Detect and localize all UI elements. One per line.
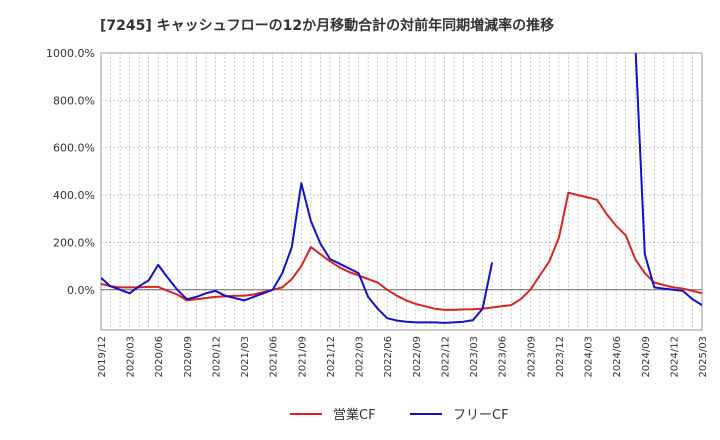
legend-label-free-cf: フリーCF — [453, 408, 509, 423]
plot-area: 0.0% 200.0% 400.0% 600.0% 800.0% 1000.0% 2019/… — [46, 47, 709, 378]
series-line-operating-cf — [101, 191, 702, 311]
x-tick-label: 2022/12 — [440, 336, 451, 378]
x-tick-label: 2024/12 — [669, 336, 680, 378]
y-tick-label: 600.0% — [53, 142, 95, 155]
y-tick-label: 800.0% — [53, 94, 95, 107]
x-tick-label: 2025/03 — [698, 336, 709, 378]
x-tick-label: 2021/06 — [269, 336, 280, 378]
chart-title: [7245] キャッシュフローの12か月移動合計の対前年同期増減率の推移 — [100, 17, 554, 34]
x-tick-label: 2024/06 — [612, 336, 623, 378]
x-tick-label: 2020/03 — [126, 336, 137, 378]
x-tick-label: 2023/12 — [555, 336, 566, 378]
legend-label-operating-cf: 営業CF — [333, 407, 376, 423]
legend: 営業CF フリーCF — [290, 407, 509, 423]
x-tick-label: 2023/06 — [498, 336, 509, 378]
x-tick-label: 2022/06 — [383, 336, 394, 378]
x-tick-label: 2020/09 — [183, 336, 194, 378]
y-tick-label: 0.0% — [67, 284, 95, 297]
series-line-free-cf — [634, 53, 702, 307]
x-tick-label: 2021/12 — [326, 336, 337, 378]
x-tick-label: 2020/06 — [154, 336, 165, 378]
y-tick-label: 200.0% — [53, 236, 95, 249]
plot-frame — [100, 52, 703, 331]
x-tick-label: 2024/03 — [584, 336, 595, 378]
x-tick-label: 2021/09 — [297, 336, 308, 378]
x-tick-label: 2021/03 — [240, 336, 251, 378]
series-line-free-cf — [101, 182, 494, 324]
x-tick-label: 2023/03 — [469, 336, 480, 378]
x-tick-label: 2022/03 — [355, 336, 366, 378]
x-tick-label: 2020/12 — [211, 336, 222, 378]
y-tick-label: 400.0% — [53, 189, 95, 202]
x-tick-label: 2024/09 — [641, 336, 652, 378]
x-tick-label: 2019/12 — [97, 336, 108, 378]
x-tick-label: 2022/09 — [412, 336, 423, 378]
x-tick-label: 2023/09 — [526, 336, 537, 378]
y-tick-label: 1000.0% — [46, 47, 95, 60]
